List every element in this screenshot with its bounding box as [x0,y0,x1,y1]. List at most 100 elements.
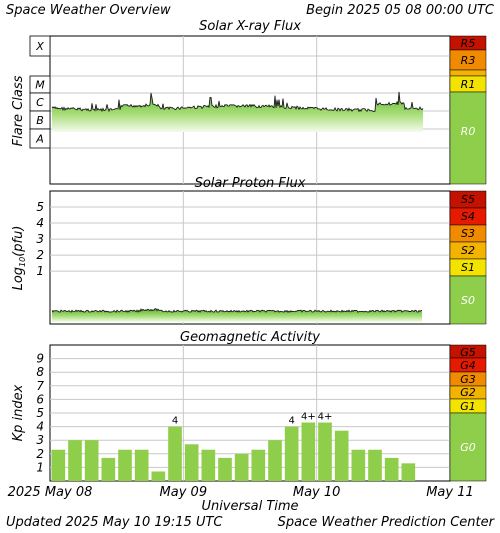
proton-title: Solar Proton Flux [195,176,306,191]
kp-bar [384,457,399,481]
x-axis-label: Universal Time [201,499,298,514]
proton-tick-label: 1 [36,264,44,278]
x-tick-label: May 09 [160,485,208,500]
kp-bar-label: 4 [288,416,294,427]
r0-label: R0 [461,125,476,138]
proton-ylabel-unit: (pfu) [11,226,26,257]
proton-y-ticks: 1 2 3 4 5 [36,200,44,278]
xray-title: Solar X-ray Flux [199,19,301,34]
kp-bar [168,426,182,481]
x-tick-label: 2025 May 08 [8,485,93,500]
kp-tick-label: 2 [36,447,44,461]
kp-bar [334,430,349,481]
kp-tick-label: 7 [36,379,44,393]
g5-label: G5 [460,346,476,359]
x-tick-labels: 2025 May 08 May 09 May 10 May 11 [8,485,474,500]
kp-bar [184,444,199,481]
xray-flux-line [51,91,424,113]
kp-tick-label: 1 [36,460,44,474]
r5-label: R5 [461,37,476,50]
s1-label: S1 [461,261,475,274]
kp-tick-label: 8 [36,365,44,379]
proton-tick-label: 3 [36,232,44,246]
kp-bar [118,449,132,481]
r0-box [449,91,487,185]
kp-tick-label: 3 [36,433,44,447]
flare-class-label: X [35,40,44,53]
proton-tick-label: 4 [36,216,44,230]
kp-bar [284,426,299,481]
flare-class-label: A [35,133,44,146]
g0-label: G0 [460,441,476,454]
x-tick-label: May 10 [293,485,341,500]
proton-ylabel-base: 10 [18,257,27,267]
flare-class-label: M [35,79,45,92]
swpc-credit: Space Weather Prediction Center [278,515,496,530]
kp-bar [351,449,366,481]
proton-tick-label: 2 [36,248,44,262]
kp-bar [318,422,332,481]
kp-bar [251,449,266,481]
kp-tick-label: 9 [36,352,44,366]
r1-label: R1 [461,78,476,91]
proton-grid [50,191,450,324]
kp-bar [218,457,232,481]
g3-label: G3 [460,373,476,386]
flare-class-box [29,35,51,57]
s4-label: S4 [461,210,475,223]
kp-bar [84,440,99,481]
s3-label: S3 [461,227,475,240]
kp-bar [51,449,66,481]
flare-class-label: B [36,114,44,127]
kp-bar [234,453,249,481]
s0-label: S0 [461,294,475,307]
kp-bar [301,422,316,481]
x-tick-label: May 11 [426,485,474,500]
kp-bar-label: 4+ [301,412,316,423]
flare-class-label: C [36,96,44,109]
kp-bar-label: 4+ [318,412,333,423]
g4-label: G4 [460,359,476,372]
s2-label: S2 [461,244,475,257]
kp-bar [201,449,216,481]
kp-bar [134,449,149,481]
proton-flux-line [51,308,423,313]
kp-tick-label: 4 [36,420,44,434]
kp-bar [268,440,282,481]
kp-bar [101,457,116,481]
flare-class-box [29,128,51,149]
kp-bar-label: 4 [172,416,178,427]
overview-title: Space Weather Overview [6,3,171,18]
updated-time: Updated 2025 May 10 19:15 UTC [6,515,223,530]
proton-plot-frame [49,190,451,325]
proton-panel: Solar Proton Flux 1 2 3 4 5 Log10(pfu) S5 S4… [11,176,487,325]
kp-tick-label: 6 [36,392,44,406]
kp-bar [401,463,416,481]
kp-bar [368,449,382,481]
xray-ylabel: Flare Class [11,75,26,146]
proton-ylabel: Log10(pfu) [11,226,27,291]
kp-ylabel: Kp index [11,384,26,441]
begin-time: Begin 2025 05 08 00:00 UTC [306,3,495,18]
xray-flux-fill [52,91,423,132]
kp-grid [50,345,450,481]
kp-tick-label: 5 [36,406,44,420]
kp-bars: 4 4 4+ 4+ [51,412,416,481]
proton-ylabel-log: Log [11,267,26,290]
r3-label: R3 [461,54,476,67]
g0-box [449,412,487,482]
kp-bar [68,440,82,481]
s0-box [449,275,487,325]
kp-bar [151,471,166,481]
proton-tick-label: 5 [36,200,44,214]
s5-label: S5 [461,193,475,206]
g1-label: G1 [460,400,476,413]
kp-title: Geomagnetic Activity [180,330,320,345]
r2-box [449,69,487,77]
g2-label: G2 [460,386,476,399]
